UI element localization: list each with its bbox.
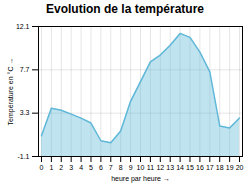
- svg-text:-1.1: -1.1: [17, 153, 29, 160]
- svg-text:12.1: 12.1: [16, 23, 30, 30]
- svg-text:3: 3: [69, 164, 73, 171]
- svg-text:heure par heure →: heure par heure →: [111, 175, 170, 183]
- svg-text:2: 2: [59, 164, 63, 171]
- svg-text:10: 10: [137, 164, 145, 171]
- svg-text:9: 9: [129, 164, 133, 171]
- svg-text:16: 16: [196, 164, 204, 171]
- svg-text:5: 5: [89, 164, 93, 171]
- svg-text:4: 4: [79, 164, 83, 171]
- svg-text:0: 0: [40, 164, 44, 171]
- svg-text:1: 1: [49, 164, 53, 171]
- svg-text:7: 7: [109, 164, 113, 171]
- svg-text:18: 18: [216, 164, 224, 171]
- svg-text:17: 17: [206, 164, 214, 171]
- svg-text:19: 19: [226, 164, 234, 171]
- html-text:Evolution de la température: Evolution de la température: [46, 2, 204, 16]
- svg-text:Température en °C →: Température en °C →: [7, 58, 15, 126]
- svg-text:3.3: 3.3: [20, 109, 30, 116]
- svg-text:7.7: 7.7: [20, 66, 30, 73]
- svg-text:8: 8: [119, 164, 123, 171]
- svg-text:15: 15: [186, 164, 194, 171]
- svg-text:6: 6: [99, 164, 103, 171]
- svg-text:14: 14: [176, 164, 184, 171]
- svg-text:13: 13: [166, 164, 174, 171]
- svg-text:12: 12: [156, 164, 164, 171]
- svg-text:20: 20: [236, 164, 244, 171]
- svg-text:11: 11: [147, 164, 154, 171]
